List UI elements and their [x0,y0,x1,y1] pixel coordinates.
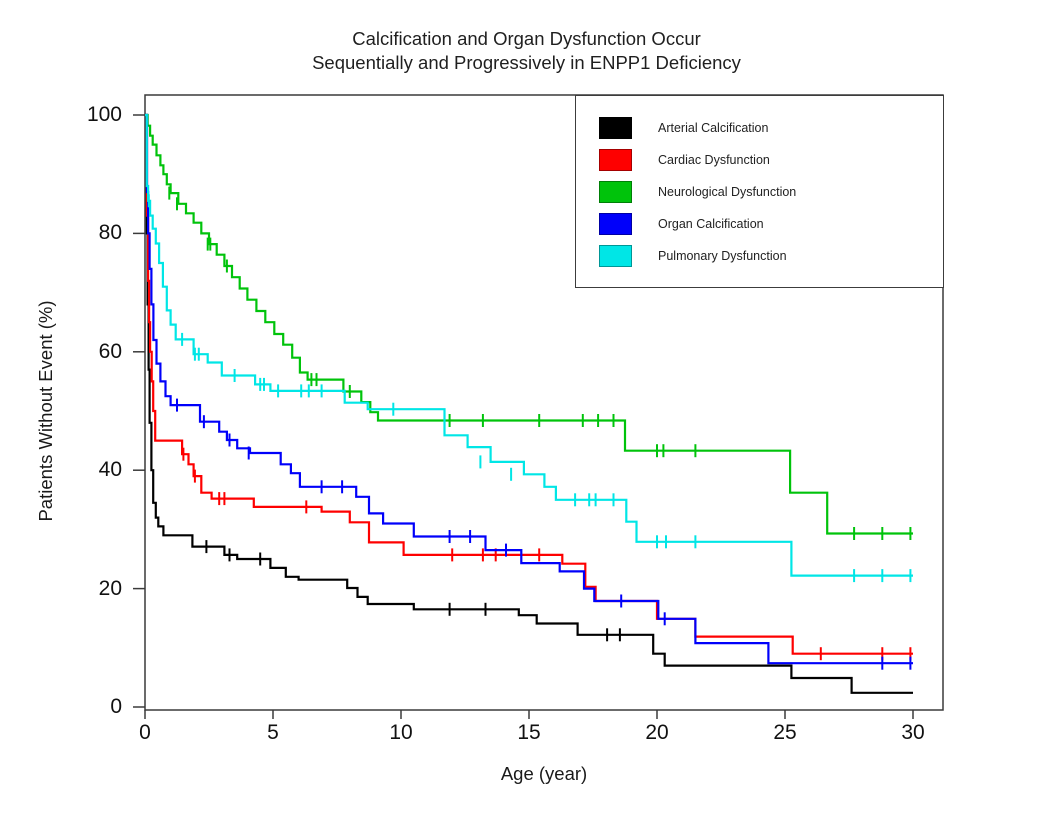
x-tick-label: 0 [139,721,151,744]
y-tick-label: 0 [110,695,122,718]
y-tick-label: 100 [86,103,122,126]
y-tick-label: 40 [98,458,122,482]
legend-item: Cardiac Dysfunction [576,144,943,176]
legend-swatch [599,117,632,139]
x-tick-label: 10 [389,721,413,744]
legend-label: Arterial Calcification [658,121,769,135]
plot-frame [144,94,944,711]
legend-label: Cardiac Dysfunction [658,153,770,167]
series-curve [145,113,913,694]
legend-label: Neurological Dysfunction [658,185,797,199]
x-tick-label: 5 [267,721,279,744]
chart-title: Calcification and Organ Dysfunction Occu… [0,27,1053,75]
y-tick-label: 20 [98,576,122,600]
series-curve [145,113,913,665]
legend-swatch [599,149,632,171]
y-tick-label: 60 [98,339,122,363]
legend-item: Organ Calcification [576,208,943,240]
legend-swatch [599,213,632,235]
x-tick-label: 30 [901,721,925,744]
x-axis-title: Age (year) [500,763,588,784]
legend-item: Neurological Dysfunction [576,176,943,208]
x-tick-label: 20 [645,721,669,744]
legend-item: Pulmonary Dysfunction [576,240,943,272]
x-tick-label: 15 [517,721,541,744]
chart-title-line1: Calcification and Organ Dysfunction Occu… [352,28,701,49]
legend-swatch [599,181,632,203]
y-axis-title: Patients Without Event (%) [35,300,56,522]
series-curve [145,113,913,577]
legend-item: Arterial Calcification [576,112,943,144]
series-curve [145,113,913,655]
chart-title-line2: Sequentially and Progressively in ENPP1 … [312,52,741,73]
legend-swatch [599,245,632,267]
x-tick-label: 25 [773,721,797,744]
legend-label: Pulmonary Dysfunction [658,249,787,263]
legend-label: Organ Calcification [658,217,764,231]
legend: Arterial Calcification Cardiac Dysfunctio… [575,95,944,288]
y-tick-label: 80 [98,221,122,245]
